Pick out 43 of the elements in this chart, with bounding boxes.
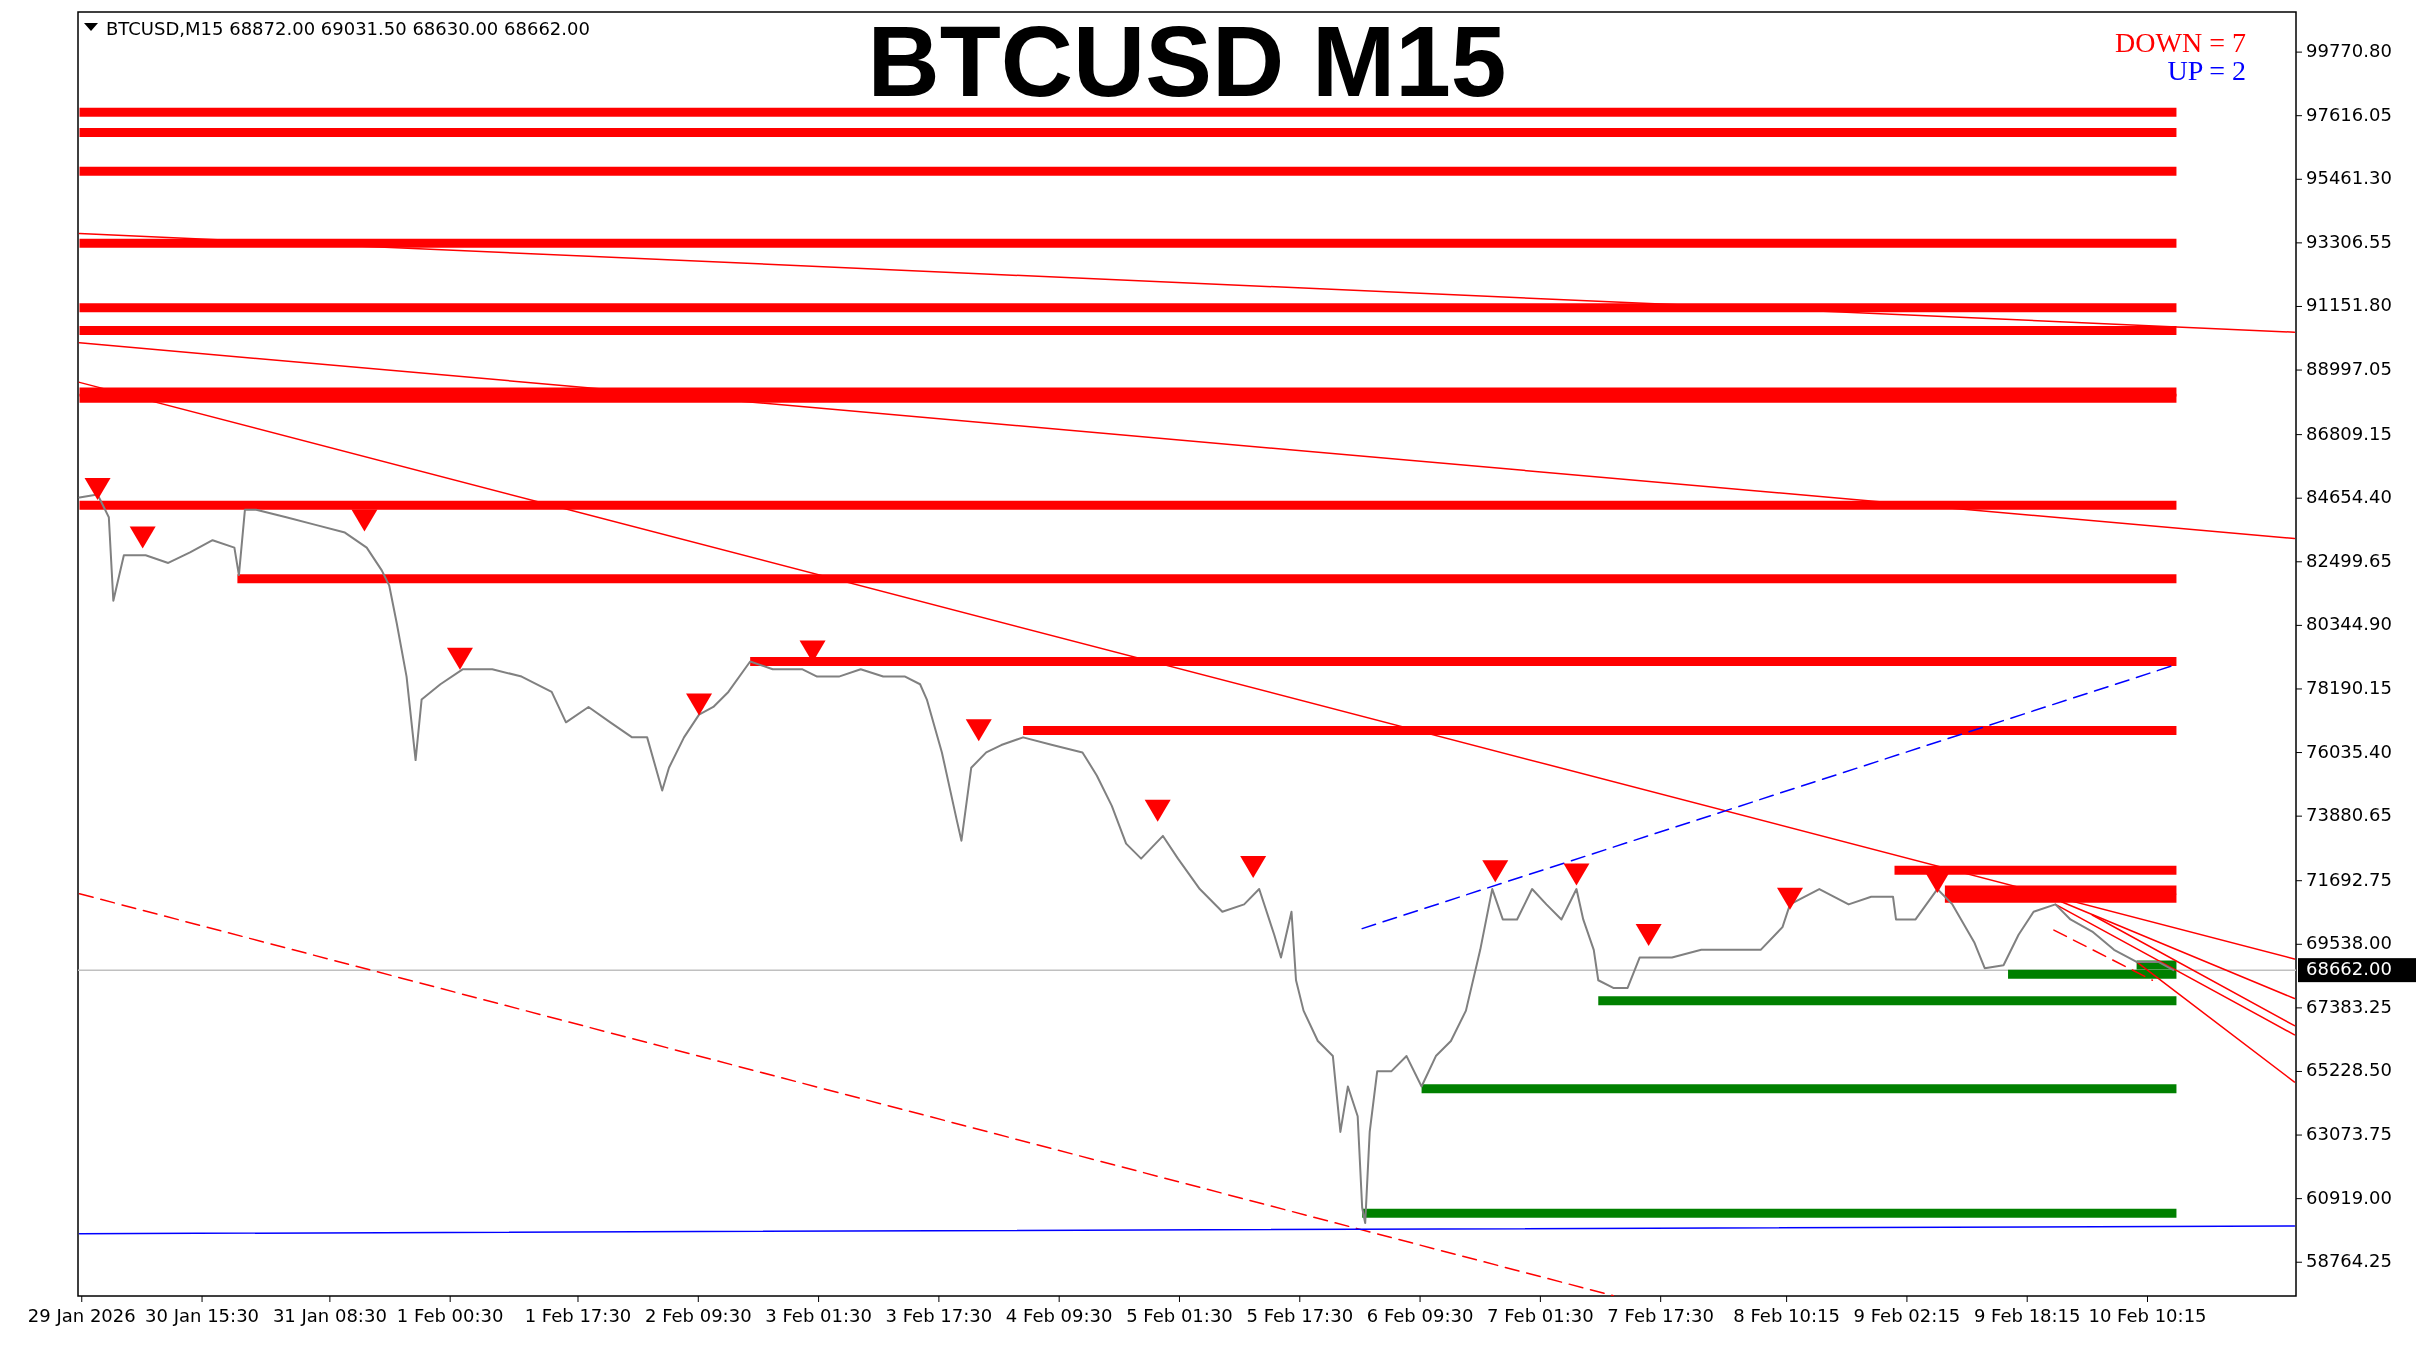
x-tick-label: 7 Feb 01:30	[1487, 1305, 1594, 1326]
chart-title: BTCUSD M15	[867, 5, 1507, 117]
x-tick-label: 31 Jan 08:30	[272, 1305, 387, 1326]
x-tick-label: 2 Feb 09:30	[644, 1305, 752, 1326]
y-tick-label: 76035.40	[2306, 740, 2392, 762]
y-tick-label: 69538.00	[2306, 932, 2392, 954]
x-tick-label: 5 Feb 17:30	[1246, 1305, 1354, 1326]
y-tick-label: 86809.15	[2306, 422, 2392, 444]
x-tick-label: 5 Feb 01:30	[1126, 1305, 1233, 1326]
x-tick-label: 30 Jan 15:30	[145, 1305, 260, 1326]
x-tick-label: 1 Feb 17:30	[524, 1305, 632, 1326]
y-tick-label: 95461.30	[2306, 167, 2392, 189]
x-tick-label: 10 Feb 10:15	[2088, 1305, 2207, 1326]
y-tick-label: 67383.25	[2306, 995, 2392, 1017]
y-tick-label: 65228.50	[2306, 1059, 2392, 1081]
y-tick-label: 60919.00	[2306, 1186, 2392, 1208]
x-tick-label: 8 Feb 10:15	[1733, 1305, 1840, 1326]
y-tick-label: 88997.05	[2306, 358, 2392, 380]
y-tick-label: 97616.05	[2306, 103, 2392, 125]
y-tick-label: 71692.75	[2306, 868, 2392, 890]
annotation: DOWN = 7	[2115, 27, 2246, 58]
y-tick-label: 63073.75	[2306, 1123, 2392, 1145]
y-tick-label: 82499.65	[2306, 549, 2392, 571]
y-tick-label: 78190.15	[2306, 676, 2392, 698]
x-tick-label: 9 Feb 18:15	[1973, 1305, 2081, 1326]
y-tick-label: 73880.65	[2306, 804, 2392, 826]
y-tick-label: 99770.80	[2306, 40, 2392, 62]
x-tick-label: 1 Feb 00:30	[396, 1305, 504, 1326]
y-tick-label: 91151.80	[2306, 294, 2392, 316]
x-tick-label: 9 Feb 02:15	[1853, 1305, 1961, 1326]
y-tick-label: 58764.25	[2306, 1250, 2392, 1272]
x-tick-label: 4 Feb 09:30	[1005, 1305, 1113, 1326]
x-tick-label: 7 Feb 17:30	[1607, 1305, 1714, 1326]
y-tick-label: 84654.40	[2306, 486, 2392, 508]
x-tick-label: 29 Jan 2026	[27, 1305, 136, 1326]
annotation: UP = 2	[2167, 55, 2246, 86]
x-tick-label: 3 Feb 17:30	[885, 1305, 993, 1326]
x-tick-label: 6 Feb 09:30	[1366, 1305, 1474, 1326]
x-tick-label: 3 Feb 01:30	[765, 1305, 872, 1326]
annotation: BTCUSD,M15 68872.00 69031.50 68630.00 68662.00	[106, 18, 590, 39]
y-tick-label: 93306.55	[2306, 230, 2392, 252]
ref-line-label: 68662.00	[2306, 958, 2392, 980]
y-tick-label: 80344.90	[2306, 613, 2392, 635]
